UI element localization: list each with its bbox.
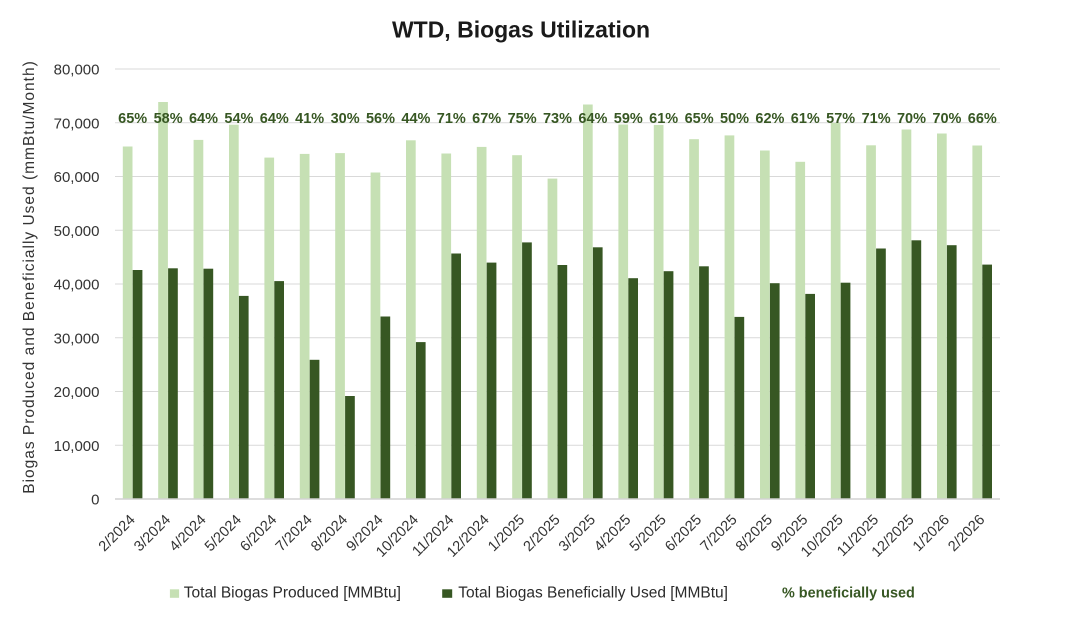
svg-text:59%: 59% — [614, 111, 643, 127]
svg-text:64%: 64% — [578, 111, 607, 127]
svg-text:80,000: 80,000 — [54, 62, 100, 79]
svg-text:60,000: 60,000 — [54, 169, 100, 186]
svg-text:50%: 50% — [720, 111, 749, 127]
svg-text:57%: 57% — [826, 111, 855, 127]
svg-text:64%: 64% — [260, 111, 289, 127]
svg-text:Biogas Produced and Beneficial: Biogas Produced and Beneficially Used (m… — [21, 60, 38, 494]
svg-text:71%: 71% — [437, 111, 466, 127]
svg-text:40,000: 40,000 — [54, 277, 100, 294]
svg-text:44%: 44% — [401, 111, 430, 127]
svg-text:30,000: 30,000 — [54, 330, 100, 347]
svg-text:65%: 65% — [118, 111, 147, 127]
svg-text:62%: 62% — [755, 111, 784, 127]
svg-text:73%: 73% — [543, 111, 572, 127]
svg-text:64%: 64% — [189, 111, 218, 127]
svg-text:% beneficially used: % beneficially used — [782, 586, 915, 602]
svg-text:58%: 58% — [154, 111, 183, 127]
svg-text:70%: 70% — [897, 111, 926, 127]
svg-text:67%: 67% — [472, 111, 501, 127]
svg-text:61%: 61% — [791, 111, 820, 127]
svg-text:75%: 75% — [508, 111, 537, 127]
svg-text:10,000: 10,000 — [54, 438, 100, 455]
svg-text:65%: 65% — [685, 111, 714, 127]
svg-text:30%: 30% — [331, 111, 360, 127]
svg-text:70,000: 70,000 — [54, 115, 100, 132]
svg-text:56%: 56% — [366, 111, 395, 127]
svg-text:0: 0 — [91, 492, 99, 509]
svg-text:20,000: 20,000 — [54, 384, 100, 401]
svg-text:Total Biogas Beneficially Used: Total Biogas Beneficially Used [MMBtu] — [458, 585, 728, 602]
svg-text:66%: 66% — [968, 111, 997, 127]
svg-text:71%: 71% — [862, 111, 891, 127]
svg-text:61%: 61% — [649, 111, 678, 127]
svg-text:WTD, Biogas Utilization: WTD, Biogas Utilization — [392, 17, 650, 43]
svg-text:41%: 41% — [295, 111, 324, 127]
svg-text:54%: 54% — [224, 111, 253, 127]
svg-text:70%: 70% — [932, 111, 961, 127]
svg-text:50,000: 50,000 — [54, 223, 100, 240]
svg-text:Total Biogas Produced [MMBtu]: Total Biogas Produced [MMBtu] — [184, 585, 401, 602]
